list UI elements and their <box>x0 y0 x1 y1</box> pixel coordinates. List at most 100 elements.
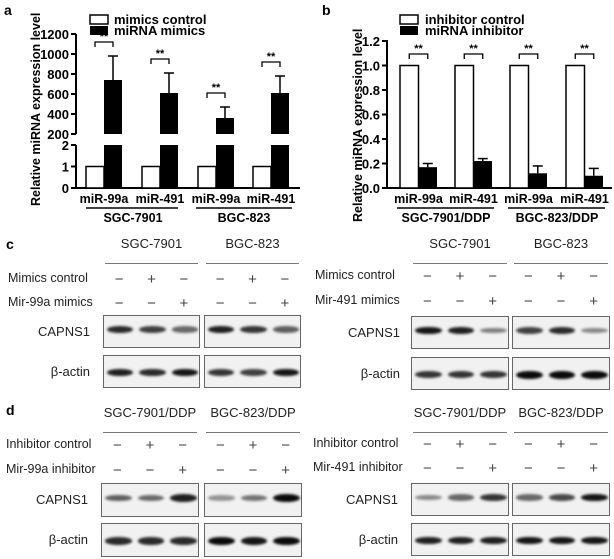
minus-sign: − <box>422 268 432 285</box>
svg-text:mimics control: mimics control <box>114 12 206 27</box>
svg-text:1200: 1200 <box>40 27 69 42</box>
plus-sign: + <box>179 295 189 312</box>
protein-band <box>447 494 475 501</box>
minus-sign: − <box>215 271 225 288</box>
cell-line-header: BGC-823 <box>533 236 589 251</box>
svg-text:BGC-823/DDP: BGC-823/DDP <box>516 211 599 225</box>
header-underline <box>206 432 300 433</box>
minus-sign: − <box>523 460 533 477</box>
svg-text:**: ** <box>580 43 589 55</box>
svg-text:0.4: 0.4 <box>362 132 381 147</box>
treatment-label: Inhibitor control <box>313 436 399 450</box>
protein-band <box>548 326 576 335</box>
protein-band <box>415 536 442 545</box>
protein-label: β-actin <box>360 365 400 381</box>
panel-letter-d: d <box>6 402 15 418</box>
svg-text:800: 800 <box>47 67 69 82</box>
svg-text:400: 400 <box>47 107 69 122</box>
plus-sign: + <box>488 293 498 310</box>
svg-text:**: ** <box>469 43 478 55</box>
blot-image <box>411 357 509 390</box>
protein-band <box>208 325 235 334</box>
svg-text:0.6: 0.6 <box>362 108 380 123</box>
cell-line-header: SGC-7901/DDP <box>103 405 197 420</box>
protein-band <box>516 494 543 501</box>
protein-band <box>516 370 543 379</box>
protein-band <box>240 369 267 376</box>
minus-sign: − <box>523 268 533 285</box>
protein-band <box>415 370 442 379</box>
plus-sign: + <box>455 268 465 285</box>
minus-sign: − <box>248 462 258 479</box>
svg-text:**: ** <box>524 43 533 55</box>
protein-band <box>548 370 576 379</box>
blot-image <box>204 355 301 388</box>
svg-text:miR-491: miR-491 <box>136 192 185 206</box>
blot-image <box>512 483 610 516</box>
protein-band <box>171 368 198 377</box>
treatment-label: Mir-491 inhibitor <box>313 460 403 474</box>
minus-sign: − <box>455 293 465 310</box>
minus-sign: − <box>589 436 599 453</box>
protein-band <box>480 493 507 502</box>
plus-sign: + <box>280 295 290 312</box>
svg-text:miR-491: miR-491 <box>560 192 609 206</box>
blot-image <box>101 523 199 557</box>
plus-sign: + <box>248 271 257 288</box>
protein-label: β-actin <box>358 531 398 547</box>
svg-text:**: ** <box>212 82 221 94</box>
svg-text:Relative miRNA expression leve: Relative miRNA expression level <box>29 13 43 206</box>
minus-sign: − <box>179 271 189 288</box>
plus-sign: + <box>145 437 155 454</box>
svg-text:miRNA mimics: miRNA mimics <box>114 23 205 38</box>
svg-text:miR-491: miR-491 <box>247 192 296 206</box>
protein-band <box>447 370 475 379</box>
protein-label: CAPNS1 <box>347 324 400 340</box>
protein-label: CAPNS1 <box>37 323 90 339</box>
protein-band <box>272 368 299 377</box>
minus-sign: − <box>114 295 124 312</box>
svg-text:miR-99a: miR-99a <box>504 192 554 206</box>
plus-sign: + <box>178 462 188 479</box>
protein-band <box>170 494 197 502</box>
svg-text:0.8: 0.8 <box>362 83 380 98</box>
plus-sign: + <box>455 436 465 453</box>
protein-label: CAPNS1 <box>35 492 88 507</box>
blot-image <box>101 483 199 517</box>
header-underline <box>413 263 507 264</box>
svg-text:miR-99a: miR-99a <box>80 192 130 206</box>
protein-label: β-actin <box>50 363 90 379</box>
svg-text:**: ** <box>414 43 423 55</box>
svg-text:miR-491: miR-491 <box>449 192 498 206</box>
protein-band <box>516 536 543 545</box>
protein-band <box>208 368 235 377</box>
protein-band <box>137 494 165 502</box>
minus-sign: − <box>422 460 432 477</box>
minus-sign: − <box>523 293 533 310</box>
protein-band <box>139 368 166 377</box>
protein-band <box>272 326 299 333</box>
minus-sign: − <box>556 460 566 477</box>
svg-text:2: 2 <box>62 138 69 153</box>
minus-sign: − <box>455 460 465 477</box>
chart-a: 200 400 600 800 1000 1200 0 1 2 Relative miRNA ex… <box>29 12 300 225</box>
svg-text:0.2: 0.2 <box>362 157 380 172</box>
protein-band <box>107 368 134 377</box>
minus-sign: − <box>248 295 257 312</box>
cell-line-header: BGC-823/DDP <box>518 405 604 420</box>
blot-image <box>512 316 610 349</box>
protein-band <box>240 495 268 501</box>
treatment-label: Mimics control <box>8 271 88 285</box>
svg-text:**: ** <box>267 51 276 63</box>
header-underline <box>514 263 608 264</box>
minus-sign: − <box>112 462 122 479</box>
protein-band <box>480 536 507 545</box>
protein-band <box>581 370 608 379</box>
minus-sign: − <box>215 437 225 454</box>
protein-band <box>208 495 235 501</box>
blot-image <box>204 315 301 348</box>
protein-band <box>240 537 268 545</box>
protein-band <box>480 327 507 334</box>
protein-band <box>107 325 134 334</box>
